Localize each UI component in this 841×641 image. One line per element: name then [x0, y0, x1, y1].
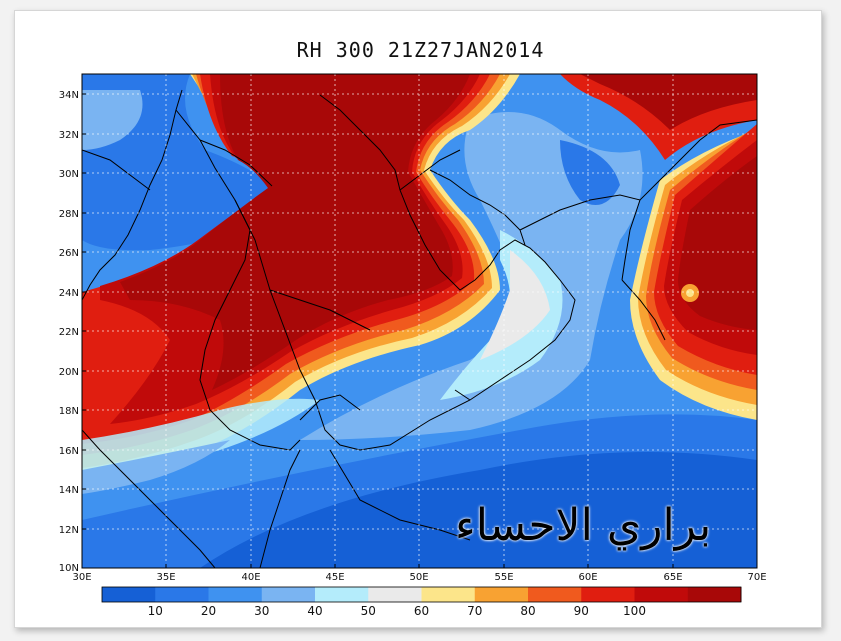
colorbar-swatch — [634, 587, 689, 602]
x-tick-label: 60E — [578, 572, 597, 583]
colorbar-label: 20 — [200, 604, 217, 618]
tick-marks — [82, 93, 674, 568]
colorbar-label: 70 — [467, 604, 483, 618]
y-tick-label: 18N — [59, 406, 79, 417]
colorbar-border — [101, 586, 742, 603]
colorbar-label: 60 — [413, 604, 430, 618]
x-tick-label: 35E — [156, 572, 175, 583]
y-tick-label: 22N — [59, 327, 79, 338]
colorbar-label: 30 — [254, 604, 270, 618]
colorbar-swatch — [687, 587, 742, 602]
coastlines — [82, 89, 757, 568]
colorbar-swatch — [102, 587, 156, 602]
colorbar-swatch — [581, 587, 635, 602]
colorbar-swatch — [155, 587, 209, 602]
colorbar-swatch — [474, 587, 529, 602]
colorbar-swatch — [315, 587, 369, 602]
x-tick-label: 55E — [494, 572, 513, 583]
y-tick-label: 34N — [59, 90, 79, 101]
colorbar-label: 40 — [307, 604, 323, 618]
y-tick-label: 12N — [59, 525, 79, 536]
colorbar-swatch — [528, 587, 582, 602]
y-tick-label: 26N — [59, 248, 79, 259]
y-tick-label: 28N — [59, 209, 79, 220]
y-tick-label: 14N — [59, 485, 79, 496]
y-tick-label: 30N — [59, 169, 79, 180]
colorbar-swatch — [208, 587, 263, 602]
y-tick-label: 16N — [59, 446, 79, 457]
colorbar-label: 10 — [147, 604, 163, 618]
colorbar — [101, 586, 742, 603]
colorbar-swatch — [261, 587, 316, 602]
x-tick-label: 70E — [747, 572, 766, 583]
x-tick-label: 65E — [663, 572, 682, 583]
colorbar-label: 80 — [520, 604, 536, 618]
y-tick-label: 32N — [59, 130, 79, 141]
y-tick-label: 20N — [59, 367, 79, 378]
chart-title: RH 300 21Z27JAN2014 — [296, 38, 545, 62]
x-tick-label: 30E — [72, 572, 91, 583]
y-tick-label: 24N — [59, 288, 79, 299]
colorbar-swatch — [421, 587, 476, 602]
gridlines — [82, 74, 757, 568]
watermark-text: براري الاحساء — [455, 500, 712, 551]
colorbar-swatch — [368, 587, 422, 602]
y-tick-label: 10N — [59, 563, 79, 574]
x-tick-label: 40E — [241, 572, 260, 583]
x-tick-label: 50E — [409, 572, 428, 583]
colorbar-label: 90 — [573, 604, 589, 618]
colorbar-label: 100 — [623, 604, 646, 618]
x-tick-label: 45E — [325, 572, 344, 583]
colorbar-label: 50 — [360, 604, 376, 618]
